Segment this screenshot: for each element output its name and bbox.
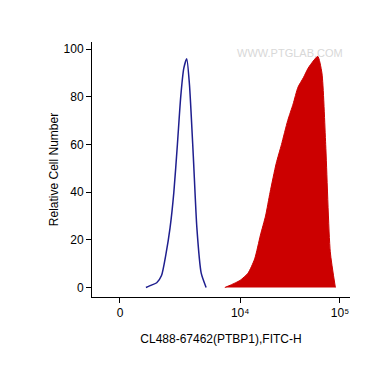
svg-text:WWW.PTGLAB.COM: WWW.PTGLAB.COM	[237, 47, 343, 59]
svg-text:CL488-67462(PTBP1),FITC-H: CL488-67462(PTBP1),FITC-H	[140, 332, 301, 346]
svg-text:100: 100	[64, 42, 84, 56]
svg-text:10⁴: 10⁴	[231, 306, 250, 320]
svg-text:10⁵: 10⁵	[331, 306, 349, 320]
svg-text:20: 20	[70, 233, 84, 247]
svg-text:0: 0	[77, 281, 84, 295]
svg-text:0: 0	[117, 306, 124, 320]
svg-text:80: 80	[70, 90, 84, 104]
svg-text:60: 60	[70, 138, 84, 152]
svg-text:40: 40	[70, 185, 84, 199]
svg-text:Relative Cell Number: Relative Cell Number	[47, 113, 61, 226]
